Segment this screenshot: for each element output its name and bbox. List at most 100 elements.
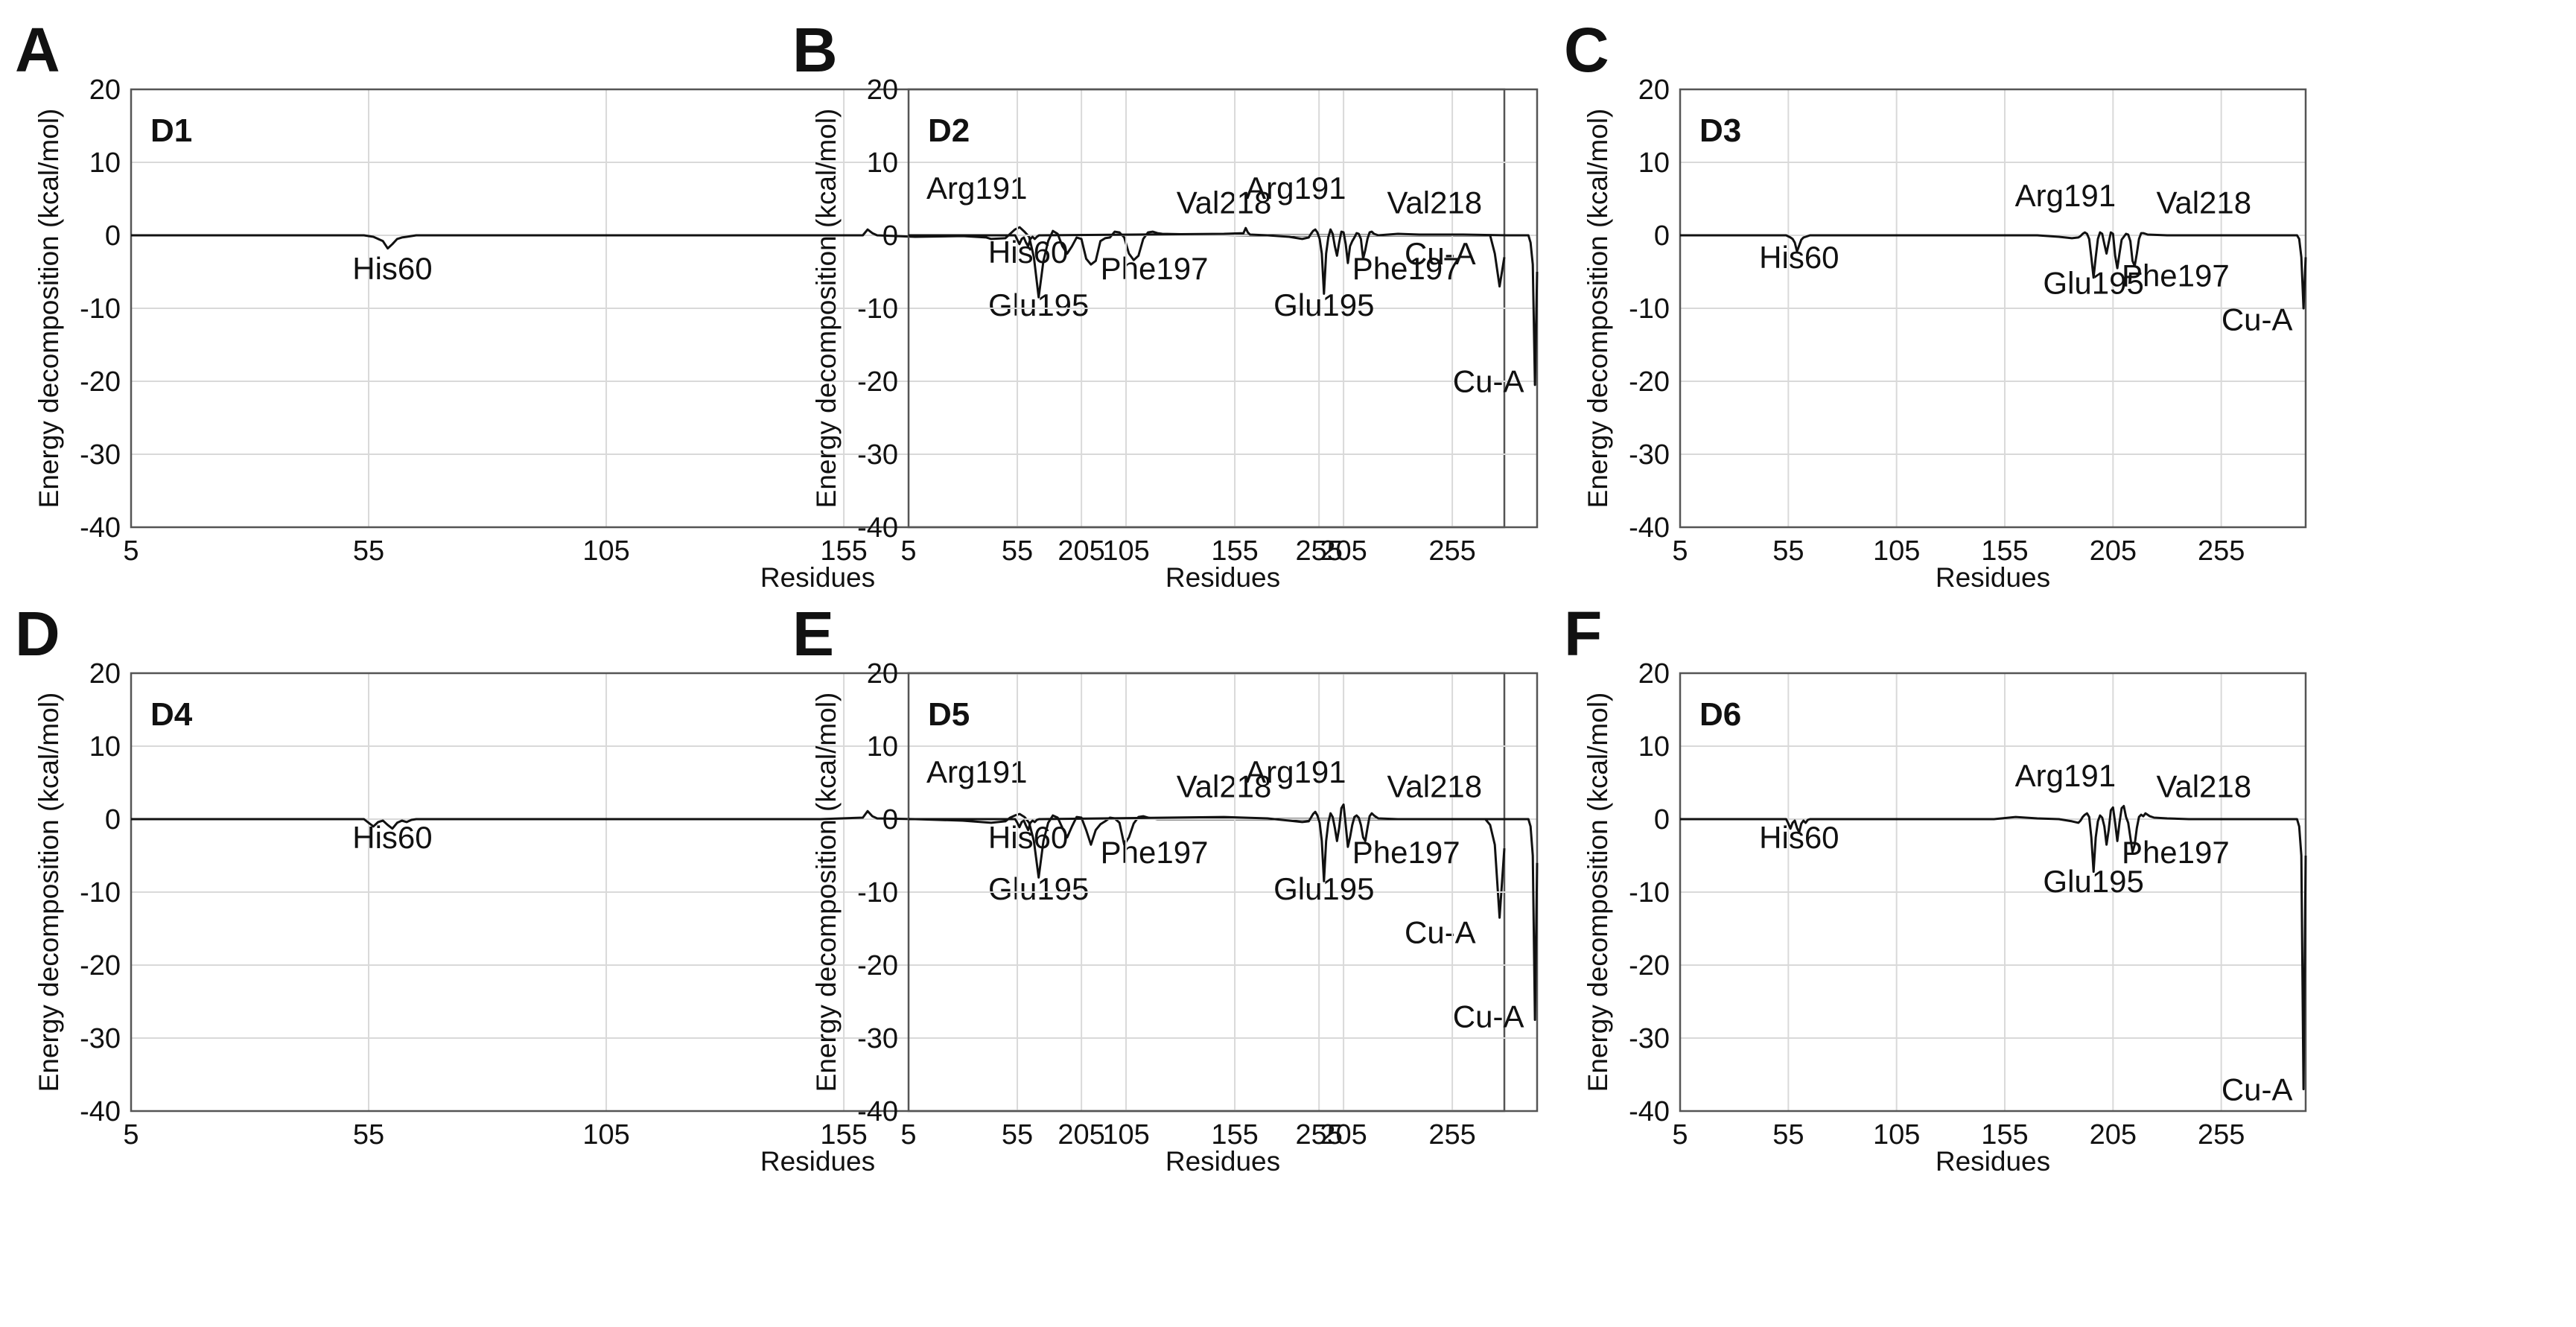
annotation-cu-a: Cu-A xyxy=(1405,236,1476,271)
y-tick-label: -10 xyxy=(857,293,898,325)
y-tick-label: 10 xyxy=(1638,147,1670,179)
annotation-val218: Val218 xyxy=(1387,769,1482,804)
y-tick-label: 20 xyxy=(1638,658,1670,690)
x-tick-label: 255 xyxy=(2198,1119,2245,1151)
x-tick-label: 55 xyxy=(1772,535,1804,567)
y-tick-label: -30 xyxy=(1629,439,1670,471)
x-tick-label: 55 xyxy=(1002,1119,1033,1151)
panel-letter-f: F xyxy=(1564,599,1602,669)
annotation-his60: His60 xyxy=(1759,820,1839,855)
annotation-arg191: Arg191 xyxy=(926,754,1027,789)
y-axis-label: Energy decomposition (kcal/mol) xyxy=(1583,109,1613,509)
x-tick-label: 55 xyxy=(353,535,384,567)
x-axis-label: Residues xyxy=(760,1146,875,1177)
y-tick-label: 20 xyxy=(89,658,121,690)
annotation-arg191: Arg191 xyxy=(926,171,1027,206)
x-tick-label: 5 xyxy=(123,1119,139,1151)
x-tick-label: 105 xyxy=(1102,535,1149,567)
y-tick-label: -10 xyxy=(1629,877,1670,908)
x-tick-label: 105 xyxy=(582,535,629,567)
y-tick-label: 0 xyxy=(1654,804,1670,836)
y-tick-label: 10 xyxy=(867,147,898,179)
annotation-cu-a: Cu-A xyxy=(2222,302,2293,337)
x-tick-label: 5 xyxy=(1672,535,1688,567)
x-tick-label: 155 xyxy=(820,535,867,567)
annotation-arg191: Arg191 xyxy=(1245,171,1346,206)
x-tick-label: 5 xyxy=(900,1119,916,1151)
x-tick-label: 255 xyxy=(1428,535,1475,567)
y-axis-label: Energy decomposition (kcal/mol) xyxy=(811,693,842,1092)
annotation-cu-a: Cu-A xyxy=(2222,1072,2293,1107)
annotation-glu195: Glu195 xyxy=(988,287,1089,322)
y-tick-label: 0 xyxy=(882,220,898,252)
panel-letter-c: C xyxy=(1564,15,1609,85)
y-tick-label: -10 xyxy=(80,877,121,908)
annotation-val218: Val218 xyxy=(1177,185,1272,220)
annotation-glu195: Glu195 xyxy=(1273,871,1374,906)
x-tick-label: 5 xyxy=(123,535,139,567)
y-tick-label: -40 xyxy=(80,1096,121,1127)
y-tick-label: 20 xyxy=(867,74,898,106)
x-tick-label: 205 xyxy=(1058,535,1104,567)
y-tick-label: -20 xyxy=(857,366,898,398)
x-axis-label: Residues xyxy=(1936,1146,2050,1177)
x-tick-label: 205 xyxy=(1058,1119,1104,1151)
x-axis-label: Residues xyxy=(760,562,875,593)
y-tick-label: 0 xyxy=(105,220,121,252)
annotation-phe197: Phe197 xyxy=(1352,835,1460,870)
annotation-val218: Val218 xyxy=(2156,185,2251,220)
annotation-val218: Val218 xyxy=(1177,769,1272,804)
series-line xyxy=(1680,804,2307,1091)
y-tick-label: -40 xyxy=(1629,1096,1670,1127)
annotation-phe197: Phe197 xyxy=(1101,251,1209,286)
y-tick-label: -40 xyxy=(857,512,898,544)
annotation-phe197: Phe197 xyxy=(1352,251,1460,286)
y-tick-label: -20 xyxy=(1629,366,1670,398)
y-tick-label: 20 xyxy=(1638,74,1670,106)
chart-title: D5 xyxy=(928,696,970,733)
x-tick-label: 155 xyxy=(1981,535,2028,567)
x-tick-label: 105 xyxy=(582,1119,629,1151)
y-tick-label: -10 xyxy=(1629,293,1670,325)
y-axis-label: Energy decomposition (kcal/mol) xyxy=(34,109,64,509)
chart-title: D6 xyxy=(1699,696,1741,733)
x-tick-label: 255 xyxy=(2198,535,2245,567)
chart-title: D4 xyxy=(150,696,193,733)
y-tick-label: -40 xyxy=(1629,512,1670,544)
x-tick-label: 205 xyxy=(2090,1119,2137,1151)
annotation-val218: Val218 xyxy=(1387,185,1482,220)
series-line xyxy=(909,803,1539,1021)
y-tick-label: -30 xyxy=(1629,1023,1670,1054)
x-tick-label: 55 xyxy=(1772,1119,1804,1151)
annotation-arg191: Arg191 xyxy=(2015,758,2116,793)
y-tick-label: -40 xyxy=(80,512,121,544)
series-line xyxy=(909,226,1539,386)
y-tick-label: -40 xyxy=(857,1096,898,1127)
x-axis-label: Residues xyxy=(1936,562,2050,593)
panel-letter-a: A xyxy=(15,15,60,85)
series-line xyxy=(1680,231,2307,310)
annotation-glu195: Glu195 xyxy=(988,871,1089,906)
series-line xyxy=(131,226,1506,299)
x-tick-label: 105 xyxy=(1873,1119,1920,1151)
y-tick-label: 20 xyxy=(89,74,121,106)
annotation-glu195: Glu195 xyxy=(2043,265,2143,300)
x-tick-label: 255 xyxy=(1295,535,1342,567)
x-tick-label: 55 xyxy=(1002,535,1033,567)
annotation-arg191: Arg191 xyxy=(1245,754,1346,789)
x-tick-label: 5 xyxy=(1672,1119,1688,1151)
y-axis-label: Energy decomposition (kcal/mol) xyxy=(34,693,64,1092)
annotation-his60: His60 xyxy=(988,235,1068,270)
x-tick-label: 105 xyxy=(1102,1119,1149,1151)
y-axis-label: Energy decomposition (kcal/mol) xyxy=(811,109,842,509)
y-tick-label: 10 xyxy=(1638,731,1670,763)
annotation-phe197: Phe197 xyxy=(2122,835,2230,870)
y-tick-label: -10 xyxy=(857,877,898,908)
x-tick-label: 205 xyxy=(1320,535,1367,567)
panel-letter-e: E xyxy=(792,599,834,669)
x-tick-label: 155 xyxy=(820,1119,867,1151)
y-tick-label: 0 xyxy=(882,804,898,836)
